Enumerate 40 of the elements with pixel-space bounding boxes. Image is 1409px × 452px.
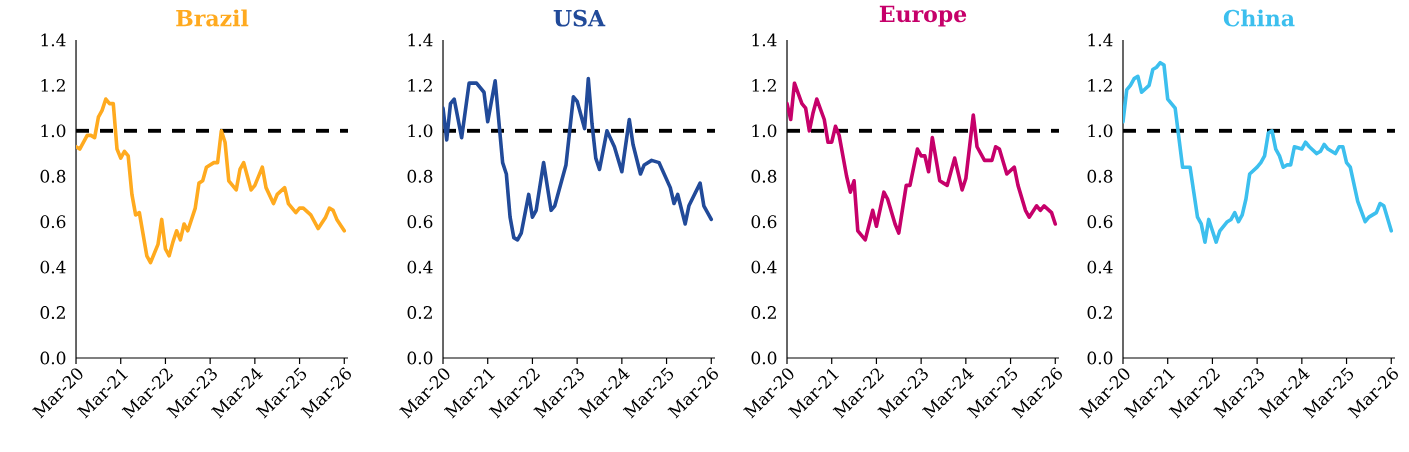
y-tick-label: 1.0	[752, 124, 777, 138]
y-tick-label: 1.4	[41, 33, 66, 47]
chart-title: China	[1223, 9, 1295, 27]
y-tick-label: 1.0	[41, 124, 66, 138]
y-tick-label: 1.2	[752, 78, 776, 92]
y-tick-label: 1.0	[1088, 124, 1113, 138]
y-tick-label: 0.8	[40, 169, 66, 183]
y-tick-label: 0.0	[407, 351, 433, 365]
y-tick-label: 0.4	[1087, 260, 1113, 274]
y-tick-label: 1.4	[408, 33, 433, 47]
y-tick-label: 0.4	[751, 260, 777, 274]
chart-title: Brazil	[176, 9, 249, 27]
line-series	[76, 97, 347, 265]
y-tick-label: 1.4	[1088, 33, 1113, 47]
chart-title: USA	[553, 9, 606, 27]
line-series	[1123, 60, 1394, 244]
y-tick-label: 0.6	[1087, 215, 1113, 229]
y-tick-label: 0.0	[40, 351, 66, 365]
chart-title: Europe	[879, 5, 967, 27]
y-tick-label: 0.8	[1087, 169, 1113, 183]
y-tick-label: 0.2	[751, 306, 776, 319]
y-tick-label: 0.2	[40, 306, 65, 319]
y-tick-label: 1.4	[752, 33, 777, 47]
y-tick-label: 0.6	[40, 215, 66, 229]
y-tick-label: 0.8	[407, 169, 433, 183]
line-series	[443, 76, 714, 242]
y-tick-label: 1.2	[1088, 78, 1112, 92]
y-tick-label: 1.2	[408, 78, 432, 92]
y-tick-label: 0.0	[751, 351, 777, 365]
y-tick-label: 0.2	[1087, 306, 1112, 319]
y-tick-label: 0.2	[407, 306, 432, 319]
line-series	[787, 81, 1058, 242]
y-tick-label: 0.4	[407, 260, 433, 274]
y-tick-label: 0.6	[751, 215, 777, 229]
y-tick-label: 0.0	[1087, 351, 1113, 365]
y-tick-label: 0.8	[751, 169, 777, 183]
y-tick-label: 1.2	[41, 78, 65, 92]
y-tick-label: 1.0	[408, 124, 433, 138]
y-tick-label: 0.4	[40, 260, 66, 274]
y-tick-label: 0.6	[407, 215, 433, 229]
